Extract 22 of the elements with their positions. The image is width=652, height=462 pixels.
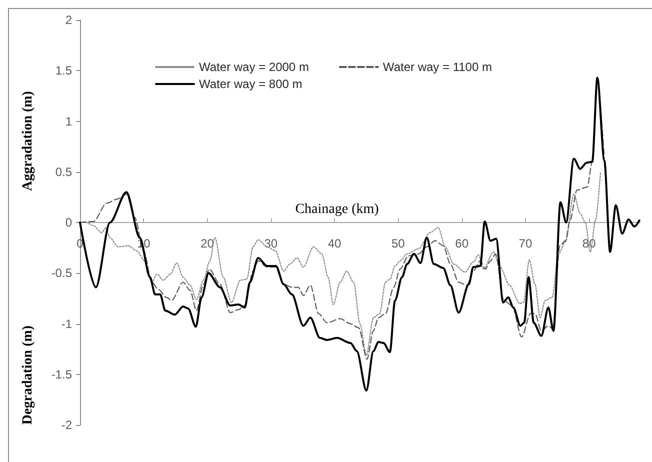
x-tick-label: 20 [200,236,214,250]
y-tick-label: 0 [65,216,72,230]
legend-label: Water way = 800 m [199,77,302,91]
x-axis-title: Chainage (km) [295,202,380,217]
y-tick-label: -0.5 [51,266,72,280]
y-tick-label: 1 [65,114,72,128]
y-tick-label: 0.5 [55,164,72,179]
y-tick-label: -2 [61,418,72,432]
legend-label: Water way = 1100 m [382,60,492,74]
y-tick-label: 1.5 [55,64,72,78]
x-tick-label: 60 [455,236,469,250]
y-tick-label: -1.5 [51,367,72,382]
y-axis-title: Aggradation (m) [20,90,36,191]
x-tick-label: 30 [264,236,278,250]
legend-label: Water way = 2000 m [199,60,309,74]
text: Degradation (m) [20,325,36,425]
x-tick-label: 70 [518,236,532,250]
y-tick-label: -1 [61,316,72,331]
x-tick-label: 40 [328,236,342,250]
line-series [79,76,640,392]
y-tick-label: 2 [65,13,72,27]
x-tick-label: 50 [392,236,406,250]
